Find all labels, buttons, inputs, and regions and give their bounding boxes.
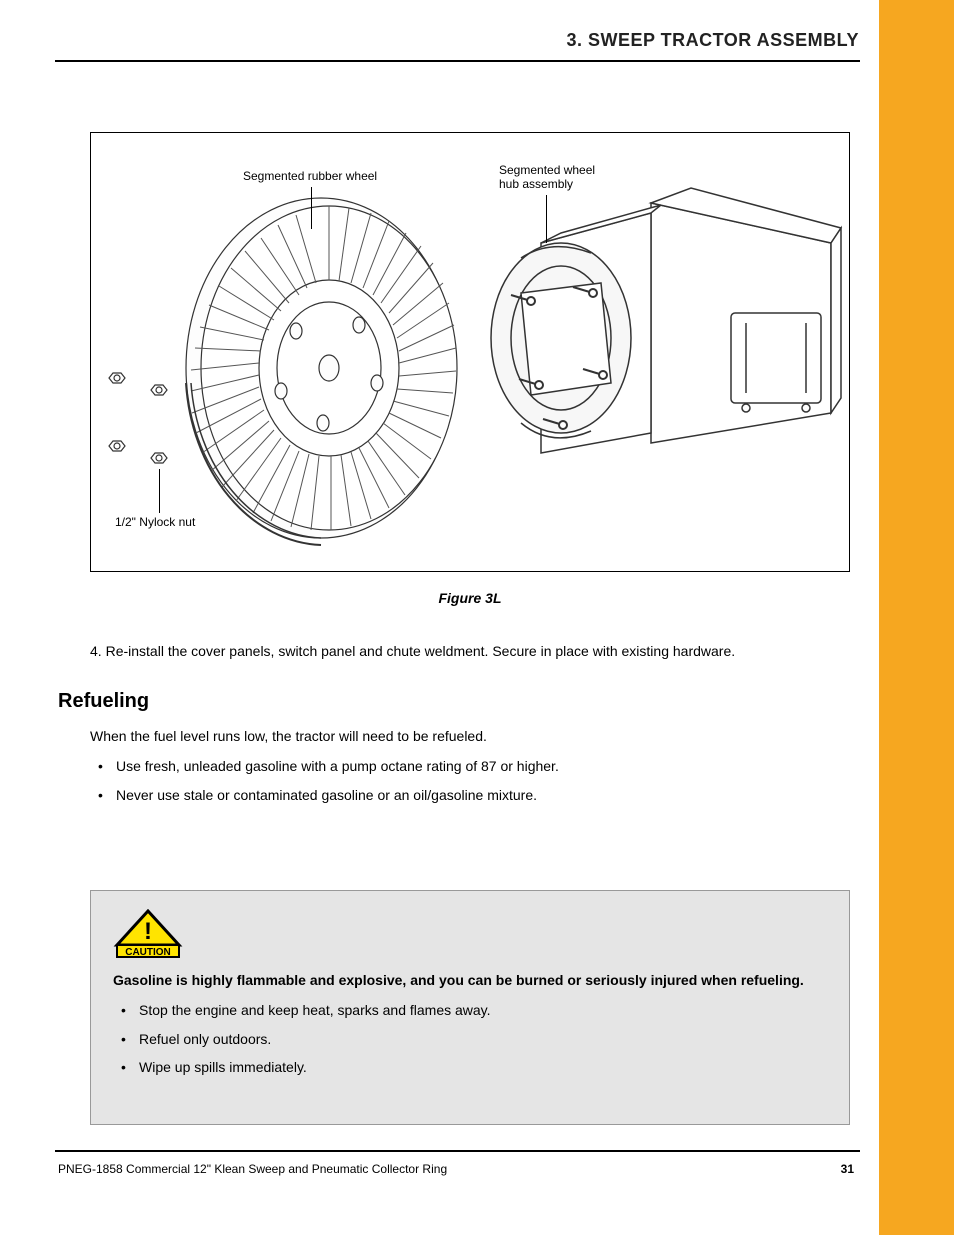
caution-bullet: Stop the engine and keep heat, sparks an…: [139, 999, 827, 1021]
caution-icon: ! CAUTION: [113, 909, 183, 959]
caution-bullets: Stop the engine and keep heat, sparks an…: [139, 999, 827, 1078]
footer-left: PNEG-1858 Commercial 12" Klean Sweep and…: [58, 1162, 447, 1176]
caution-bullet: Refuel only outdoors.: [139, 1028, 827, 1050]
orange-sidebar: [879, 0, 954, 1235]
figure-3l-box: Segmented rubber wheel Segmented wheel h…: [90, 132, 850, 572]
leader-rubber-wheel: [311, 187, 312, 229]
refueling-lead: When the fuel level runs low, the tracto…: [90, 725, 850, 747]
section-heading: 3. SWEEP TRACTOR ASSEMBLY: [70, 30, 859, 51]
callout-hub-assembly: Segmented wheel hub assembly: [499, 163, 595, 192]
step-4-number: 4.: [90, 643, 102, 659]
refueling-body: When the fuel level runs low, the tracto…: [90, 725, 850, 812]
svg-text:!: !: [144, 918, 152, 945]
caution-box: ! CAUTION Gasoline is highly flammable a…: [90, 890, 850, 1125]
callout-rubber-wheel: Segmented rubber wheel: [243, 169, 377, 183]
figure-label: Figure 3L: [90, 590, 850, 606]
refueling-bullet: Use fresh, unleaded gasoline with a pump…: [116, 755, 850, 777]
caution-bullet: Wipe up spills immediately.: [139, 1056, 827, 1078]
step-4: 4. Re-install the cover panels, switch p…: [90, 640, 850, 662]
leader-hub-assembly: [546, 195, 547, 243]
callout-nylock-nut: 1/2" Nylock nut: [115, 515, 195, 529]
caution-text: Gasoline is highly flammable and explosi…: [113, 969, 827, 1079]
step-4-text: Re-install the cover panels, switch pane…: [102, 643, 735, 659]
top-rule: [55, 60, 860, 62]
leader-nylock-nut: [159, 469, 160, 513]
bottom-rule: [55, 1150, 860, 1152]
caution-warning-line: Gasoline is highly flammable and explosi…: [113, 969, 827, 991]
refueling-heading: Refueling: [58, 690, 149, 713]
refueling-bullets: Use fresh, unleaded gasoline with a pump…: [116, 755, 850, 806]
manual-page: 3. SWEEP TRACTOR ASSEMBLY: [0, 0, 954, 1235]
refueling-bullet: Never use stale or contaminated gasoline…: [116, 784, 850, 806]
exploded-diagram: [91, 133, 849, 571]
footer-page-number: 31: [841, 1162, 854, 1176]
svg-text:CAUTION: CAUTION: [125, 947, 171, 958]
